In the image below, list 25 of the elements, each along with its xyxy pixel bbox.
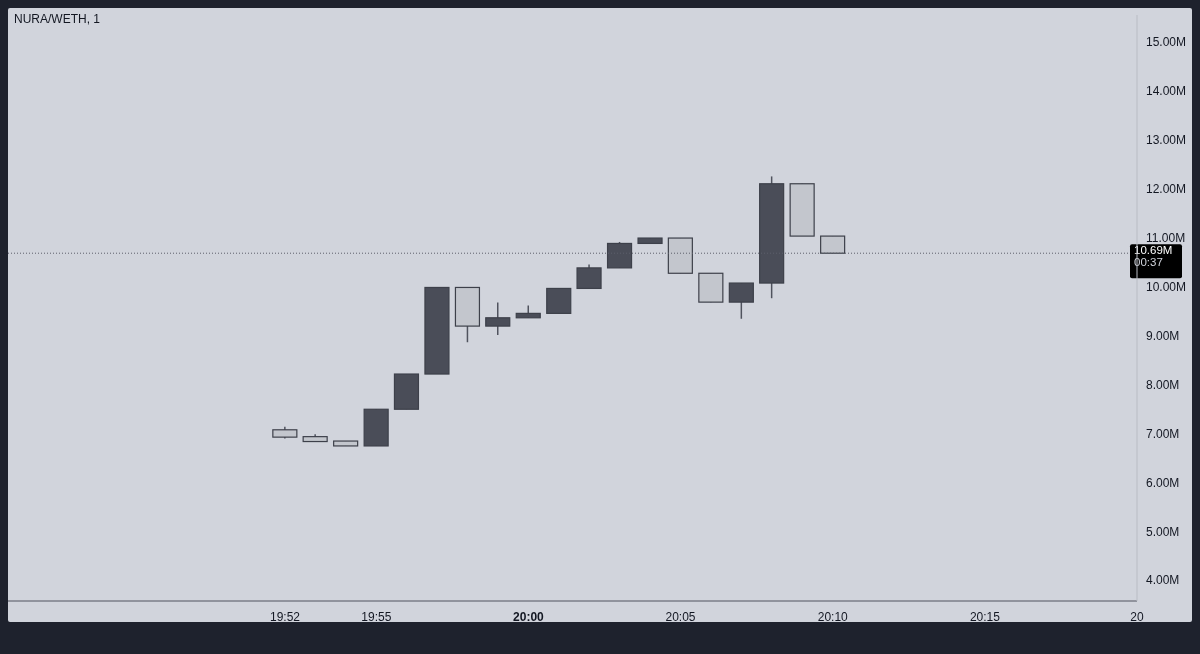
y-tick-label: 8.00M [1146,377,1180,392]
x-tick-label: 20:05 [665,610,696,624]
y-tick-label: 6.00M [1146,475,1180,490]
y-tick-label: 12.00M [1146,182,1187,197]
y-tick-label: 9.00M [1146,328,1180,343]
candlestick [728,282,754,320]
x-tick-label: 20 [1130,610,1144,624]
y-tick-label: 7.00M [1146,426,1180,441]
annotation: 00:37 [1134,256,1163,269]
chart-title: NURA/WETH, 1 [14,12,101,26]
y-tick-label: 4.00M [1146,573,1180,588]
y-tick-label: 11.00M [1146,231,1186,246]
y-tick-label: 14.00M [1146,84,1187,99]
candlestick [485,301,511,336]
y-tick-label: 10.00M [1146,279,1187,294]
x-tick-label: 20:10 [817,610,849,624]
x-tick-label: 19:55 [361,610,392,624]
y-tick-label: 13.00M [1146,133,1187,148]
y-tick-label: 15.00M [1146,35,1187,50]
x-tick-label: 20:00 [513,610,545,624]
x-tick-label: 19:52 [269,610,301,624]
x-tick-label: 20:15 [969,610,1001,624]
y-tick-label: 5.00M [1146,524,1180,539]
candlestick [576,263,602,290]
ref-line-label: 10.69M [1134,244,1173,257]
